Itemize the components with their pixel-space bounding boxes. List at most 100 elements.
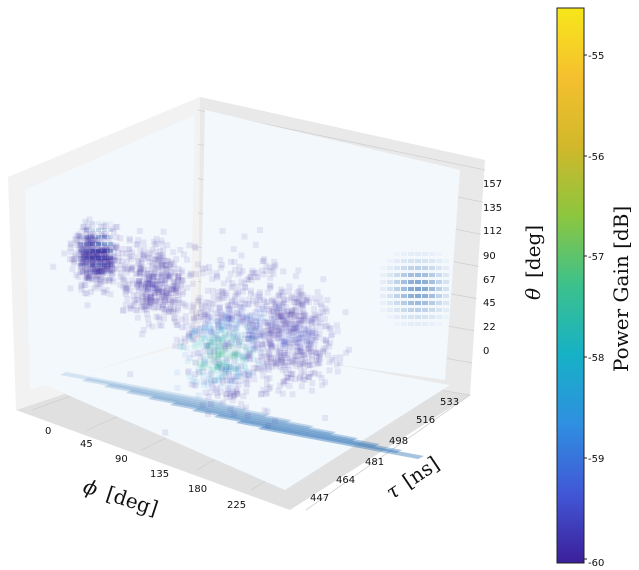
voxel-point	[225, 276, 232, 283]
voxel-point	[218, 339, 225, 346]
voxel-point	[229, 350, 236, 357]
voxel-point	[81, 267, 88, 274]
voxel-point	[111, 248, 118, 255]
voxel-point	[93, 267, 100, 274]
colorbar-tick-60: -60	[588, 558, 604, 569]
voxel-point	[200, 368, 207, 375]
voxel-point	[306, 328, 313, 335]
voxel-point	[146, 296, 153, 303]
voxel-point	[90, 246, 97, 253]
voxel-point	[277, 313, 284, 320]
voxel-point	[103, 246, 110, 253]
voxel-point	[102, 231, 109, 238]
voxel-point	[113, 243, 120, 250]
projection-cell-right-wall	[380, 280, 386, 284]
voxel-point	[90, 259, 97, 266]
voxel-point	[287, 312, 294, 319]
voxel-point	[209, 300, 216, 307]
voxel-point	[275, 327, 282, 334]
voxel-point	[219, 335, 226, 342]
voxel-point	[299, 302, 306, 309]
voxel-point	[173, 280, 180, 287]
voxel-point	[103, 253, 110, 260]
voxel-point	[256, 319, 263, 326]
voxel-point	[147, 295, 154, 301]
projection-cell-left-wall	[96, 242, 101, 246]
voxel-point	[83, 257, 90, 263]
voxel-point	[119, 250, 126, 257]
voxel-point	[143, 296, 150, 303]
voxel-point	[158, 294, 165, 301]
voxel-point	[234, 363, 241, 370]
projection-cell-right-wall	[436, 322, 442, 326]
voxel-point	[242, 364, 249, 371]
voxel-point	[94, 267, 100, 273]
voxel-point	[120, 276, 127, 283]
voxel-point	[241, 353, 248, 360]
voxel-point	[235, 382, 242, 388]
voxel-point	[123, 250, 130, 257]
voxel-point	[82, 263, 88, 270]
voxel-point	[231, 357, 238, 364]
voxel-point	[295, 319, 302, 326]
voxel-point	[200, 381, 207, 388]
voxel-point	[247, 331, 254, 338]
voxel-point	[90, 244, 97, 251]
voxel-point	[228, 364, 234, 371]
voxel-point	[155, 257, 162, 264]
voxel-point	[134, 314, 141, 321]
voxel-point	[89, 239, 96, 246]
voxel-point	[139, 298, 146, 305]
voxel-point	[252, 318, 259, 325]
voxel-point	[224, 312, 230, 319]
voxel-point	[316, 330, 323, 337]
voxel-point	[279, 367, 286, 373]
voxel-point	[188, 330, 195, 337]
projection-cell-left-wall	[96, 256, 101, 260]
projection-cell-right-wall	[394, 280, 400, 284]
voxel-point	[173, 285, 180, 291]
voxel-point	[155, 287, 162, 294]
projection-cell-left-wall	[84, 221, 89, 225]
voxel-point	[292, 299, 299, 306]
voxel-point	[153, 241, 160, 248]
projection-cell-left-wall	[84, 242, 89, 246]
voxel-point	[234, 337, 241, 343]
voxel-point	[131, 297, 138, 304]
voxel-point	[192, 359, 199, 366]
voxel-point	[163, 293, 170, 299]
voxel-point	[82, 245, 89, 252]
voxel-point	[207, 352, 214, 359]
voxel-point	[261, 334, 268, 340]
projection-cell-right-wall	[387, 273, 393, 277]
voxel-point	[90, 260, 97, 267]
voxel-point	[261, 366, 268, 373]
voxel-point	[238, 338, 245, 345]
voxel-point	[138, 265, 144, 272]
projection-cell-right-wall	[408, 252, 414, 256]
voxel-point	[215, 328, 222, 335]
voxel-point	[265, 319, 272, 326]
voxel-point	[105, 263, 112, 270]
voxel-point	[222, 330, 229, 337]
voxel-point	[296, 292, 303, 299]
voxel-point	[301, 316, 308, 323]
voxel-point	[251, 293, 257, 299]
projection-cell-left-wall	[90, 249, 95, 253]
voxel-point	[165, 290, 172, 297]
voxel-point	[189, 280, 196, 287]
projection-cell-right-wall	[415, 322, 421, 326]
voxel-point	[81, 251, 88, 258]
voxel-point	[158, 237, 165, 244]
voxel-point	[101, 259, 108, 266]
voxel-point	[263, 268, 270, 274]
voxel-point	[127, 287, 134, 294]
voxel-point	[272, 262, 279, 269]
voxel-point	[266, 351, 273, 358]
voxel-point	[234, 389, 241, 396]
voxel-point	[263, 375, 270, 382]
projection-cell-right-wall	[401, 308, 407, 312]
voxel-point	[150, 238, 157, 245]
voxel-point	[173, 336, 180, 343]
